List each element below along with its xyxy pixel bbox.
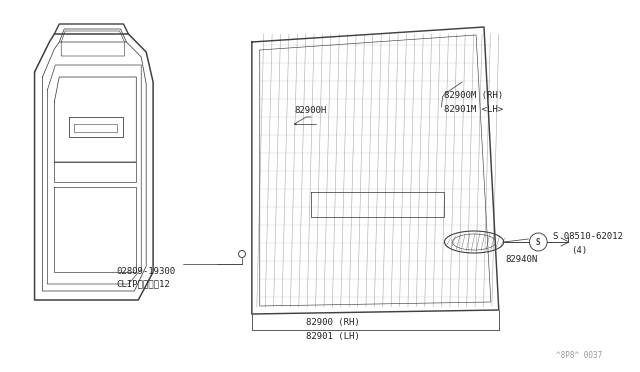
Text: S: S	[536, 237, 541, 247]
Text: 82940N: 82940N	[506, 254, 538, 263]
Text: 82901M <LH>: 82901M <LH>	[444, 105, 504, 113]
Text: 82900H: 82900H	[294, 106, 326, 115]
Text: CLIPクリップ12: CLIPクリップ12	[116, 279, 170, 289]
Text: 82900 (RH): 82900 (RH)	[306, 317, 360, 327]
Text: (4): (4)	[571, 246, 587, 254]
Text: 82900M (RH): 82900M (RH)	[444, 90, 504, 99]
Text: 82901 (LH): 82901 (LH)	[306, 331, 360, 340]
Text: S 08510-62012: S 08510-62012	[553, 231, 623, 241]
Text: ^8P8^ 0037: ^8P8^ 0037	[556, 351, 602, 360]
Text: 02809-19300: 02809-19300	[116, 267, 175, 276]
